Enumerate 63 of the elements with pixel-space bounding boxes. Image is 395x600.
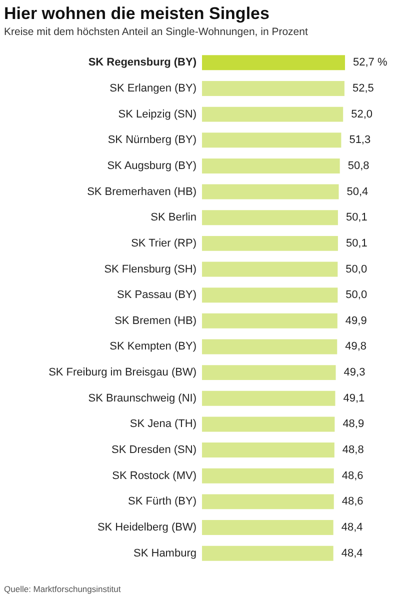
bar [202,236,338,251]
bar [202,313,338,328]
bar [202,339,338,354]
y-tick-label: SK Nürnberg (BY) [108,134,196,146]
y-tick-label: SK Leipzig (SN) [118,108,196,120]
y-tick-label: SK Rostock (MV) [112,470,196,482]
y-tick-label: SK Erlangen (BY) [110,82,196,94]
y-tick-label: SK Passau (BY) [117,289,196,302]
data-label: 48,4 [341,522,363,534]
y-tick-label: SK Trier (RP) [131,237,196,250]
data-label: 50,0 [346,263,368,276]
bar [202,390,336,406]
bar [202,546,334,561]
data-label: 48,4 [341,547,363,560]
data-label: 49,3 [344,366,366,379]
bar [202,288,338,303]
bar [202,210,338,226]
data-label: 52,7 % [353,56,388,69]
data-label: 51,3 [349,134,371,146]
data-label: 50,1 [346,212,368,224]
y-tick-label: SK Bremen (HB) [114,314,196,327]
y-tick-label: SK Braunschweig (NI) [88,392,196,404]
data-label: 52,5 [352,82,374,94]
data-label: 52,0 [351,108,373,120]
y-tick-label: SK Berlin [150,212,196,224]
y-tick-label: SK Jena (TH) [130,418,196,430]
y-tick-label: SK Regensburg (BY) [88,56,197,69]
bar [202,365,336,380]
bar [202,184,339,200]
data-label: 50,4 [346,186,368,198]
bar [202,80,344,96]
data-label: 50,0 [346,289,368,302]
data-label: 49,9 [345,314,367,327]
bar [202,106,344,122]
bar [202,132,342,148]
chart-title: Hier wohnen die meisten Singles [4,4,270,24]
y-tick-label: SK Dresden (SN) [112,444,196,456]
data-label: 50,8 [348,160,370,172]
bar [202,494,334,510]
bar [202,158,340,174]
y-tick-label: SK Hamburg [134,547,196,560]
bar [202,416,335,432]
y-tick-label: SK Freiburg im Breisgau (BW) [48,366,196,379]
y-tick-label: SK Flensburg (SH) [104,263,196,276]
bar [202,262,338,277]
data-label: 49,1 [343,392,365,404]
bar [202,468,334,484]
data-label: 48,6 [342,496,364,508]
source-note: Quelle: Marktforschungsinstitut [4,584,121,594]
bar [202,55,345,70]
chart-subtitle: Kreise mit dem höchsten Anteil an Single-Wohnungen, in Prozent [4,26,308,38]
data-label: 50,1 [346,237,368,250]
y-tick-label: SK Bremerhaven (HB) [87,186,196,198]
data-label: 48,8 [342,444,364,456]
y-tick-label: SK Heidelberg (BW) [97,522,196,534]
data-label: 48,6 [342,470,364,482]
data-label: 48,9 [342,418,364,430]
bar [202,520,334,536]
bar [202,442,334,458]
y-tick-label: SK Fürth (BY) [128,496,196,508]
y-tick-label: SK Kempten (BY) [110,340,196,353]
data-label: 49,8 [345,340,367,353]
y-tick-label: SK Augsburg (BY) [107,160,196,172]
